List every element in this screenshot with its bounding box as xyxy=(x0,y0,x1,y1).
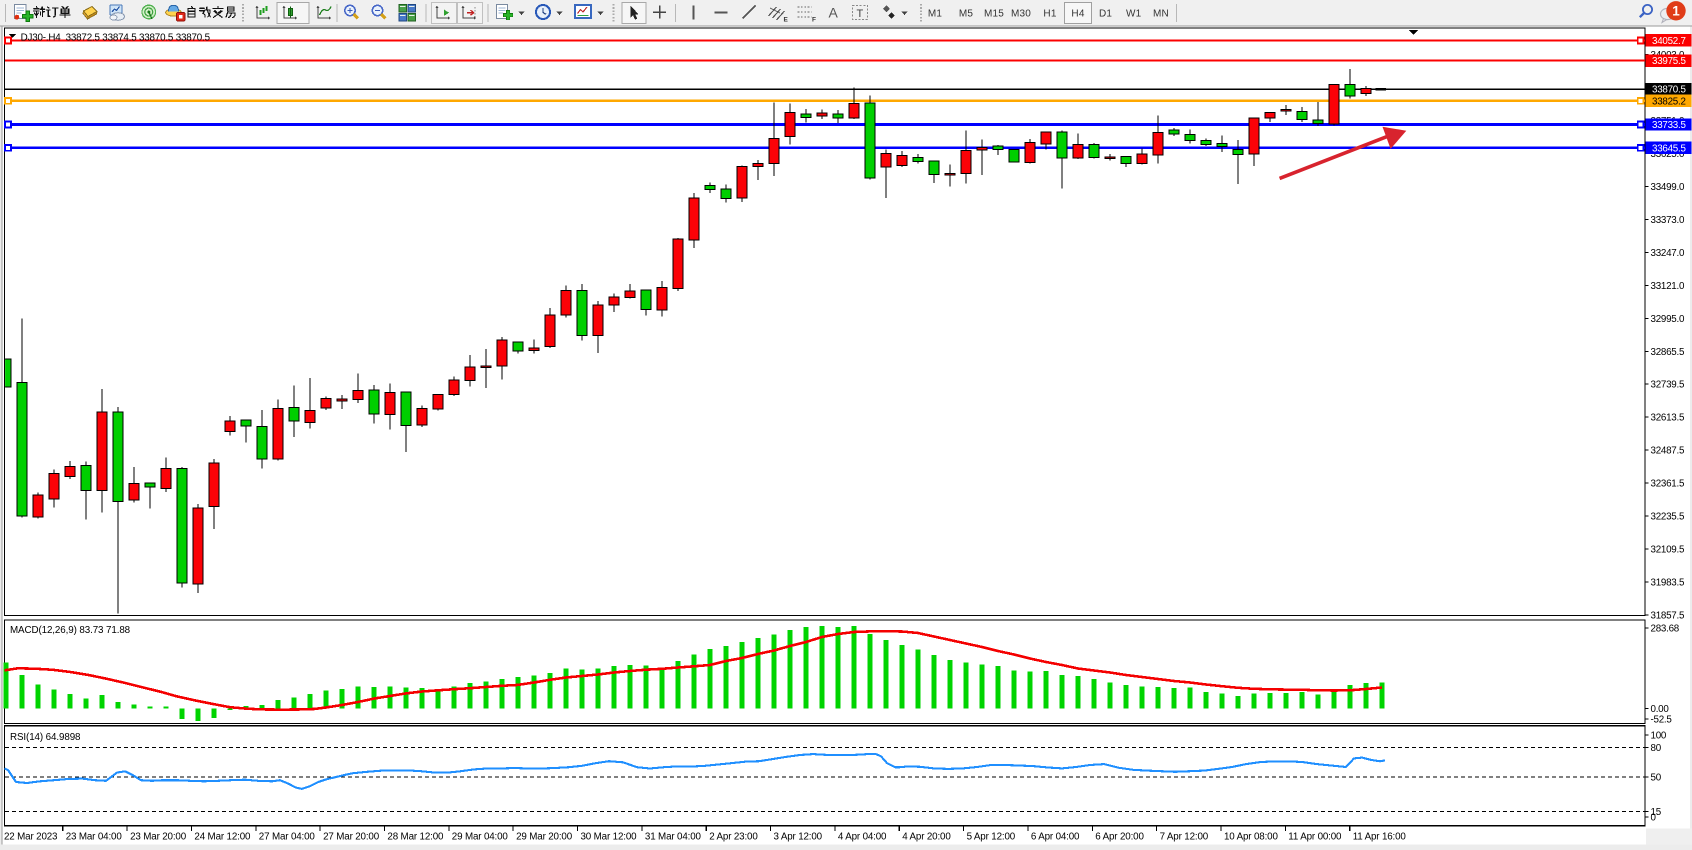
svg-text:80: 80 xyxy=(1651,743,1662,754)
svg-text:29 Mar 04:00: 29 Mar 04:00 xyxy=(452,831,509,842)
svg-text:F: F xyxy=(812,17,816,24)
svg-text:33121.0: 33121.0 xyxy=(1651,281,1685,292)
svg-text:11 Apr 16:00: 11 Apr 16:00 xyxy=(1353,831,1407,842)
svg-text:33733.5: 33733.5 xyxy=(1652,120,1686,131)
svg-text:22 Mar 2023: 22 Mar 2023 xyxy=(4,831,58,842)
svg-text:DJ30-.H4 33872.5 33874.5 3387: DJ30-.H4 33872.5 33874.5 33870.5 33870.5 xyxy=(21,33,211,44)
svg-text:A: A xyxy=(829,5,839,21)
svg-text:31 Mar 04:00: 31 Mar 04:00 xyxy=(645,831,702,842)
svg-text:27 Mar 20:00: 27 Mar 20:00 xyxy=(323,831,380,842)
svg-text:27 Mar 04:00: 27 Mar 04:00 xyxy=(259,831,316,842)
svg-text:32109.5: 32109.5 xyxy=(1651,545,1685,556)
svg-text:33825.2: 33825.2 xyxy=(1652,96,1686,107)
svg-text:6 Apr 04:00: 6 Apr 04:00 xyxy=(1031,831,1080,842)
svg-text:0: 0 xyxy=(1651,812,1657,823)
svg-text:32361.5: 32361.5 xyxy=(1651,479,1685,490)
svg-text:-52.5: -52.5 xyxy=(1651,715,1673,726)
svg-text:23 Mar 04:00: 23 Mar 04:00 xyxy=(66,831,123,842)
svg-text:2 Apr 23:00: 2 Apr 23:00 xyxy=(709,831,758,842)
svg-text:3 Apr 12:00: 3 Apr 12:00 xyxy=(774,831,823,842)
svg-text:50: 50 xyxy=(1651,773,1662,784)
svg-text:H4: H4 xyxy=(1071,9,1084,20)
svg-text:32487.5: 32487.5 xyxy=(1651,446,1685,457)
svg-text:33645.5: 33645.5 xyxy=(1652,143,1686,154)
svg-text:6 Apr 20:00: 6 Apr 20:00 xyxy=(1095,831,1144,842)
svg-text:W1: W1 xyxy=(1126,9,1142,20)
svg-text:D1: D1 xyxy=(1099,9,1112,20)
svg-text:M1: M1 xyxy=(928,9,943,20)
svg-text:33373.0: 33373.0 xyxy=(1651,215,1685,226)
svg-text:10 Apr 08:00: 10 Apr 08:00 xyxy=(1224,831,1278,842)
svg-text:28 Mar 12:00: 28 Mar 12:00 xyxy=(387,831,444,842)
svg-text:4 Apr 04:00: 4 Apr 04:00 xyxy=(838,831,887,842)
svg-text:E: E xyxy=(784,17,789,24)
svg-text:24 Mar 12:00: 24 Mar 12:00 xyxy=(194,831,251,842)
svg-text:4 Apr 20:00: 4 Apr 20:00 xyxy=(902,831,951,842)
svg-text:MN: MN xyxy=(1153,9,1169,20)
svg-text:33975.5: 33975.5 xyxy=(1652,56,1686,67)
svg-text:32235.5: 32235.5 xyxy=(1651,512,1685,523)
svg-text:0.00: 0.00 xyxy=(1651,704,1670,715)
svg-text:32739.5: 32739.5 xyxy=(1651,380,1685,391)
svg-text:33499.0: 33499.0 xyxy=(1651,182,1685,193)
svg-text:7 Apr 12:00: 7 Apr 12:00 xyxy=(1160,831,1209,842)
svg-text:32613.5: 32613.5 xyxy=(1651,413,1685,424)
svg-text:34052.7: 34052.7 xyxy=(1652,36,1686,47)
svg-text:M30: M30 xyxy=(1011,9,1031,20)
svg-text:RSI(14) 64.9898: RSI(14) 64.9898 xyxy=(10,732,81,743)
svg-text:M5: M5 xyxy=(959,9,974,20)
svg-text:5 Apr 12:00: 5 Apr 12:00 xyxy=(967,831,1016,842)
svg-text:M15: M15 xyxy=(984,9,1004,20)
svg-text:31857.5: 31857.5 xyxy=(1651,610,1685,621)
svg-text:32995.0: 32995.0 xyxy=(1651,314,1685,325)
svg-text:1: 1 xyxy=(1672,3,1680,18)
svg-text:32865.5: 32865.5 xyxy=(1651,347,1685,358)
svg-text:29 Mar 20:00: 29 Mar 20:00 xyxy=(516,831,573,842)
svg-text:30 Mar 12:00: 30 Mar 12:00 xyxy=(581,831,638,842)
svg-text:33247.0: 33247.0 xyxy=(1651,248,1685,259)
svg-text:15: 15 xyxy=(1651,807,1662,818)
svg-text:33625.0: 33625.0 xyxy=(1651,149,1685,160)
svg-text:283.68: 283.68 xyxy=(1651,624,1680,635)
svg-text:100: 100 xyxy=(1651,730,1667,741)
svg-text:11 Apr 00:00: 11 Apr 00:00 xyxy=(1288,831,1342,842)
svg-text:23 Mar 20:00: 23 Mar 20:00 xyxy=(130,831,187,842)
svg-text:MACD(12,26,9) 83.73 71.88: MACD(12,26,9) 83.73 71.88 xyxy=(10,625,131,636)
svg-text:T: T xyxy=(857,8,864,20)
svg-text:H1: H1 xyxy=(1043,9,1056,20)
svg-text:31983.5: 31983.5 xyxy=(1651,577,1685,588)
svg-text:33870.5: 33870.5 xyxy=(1652,85,1686,96)
